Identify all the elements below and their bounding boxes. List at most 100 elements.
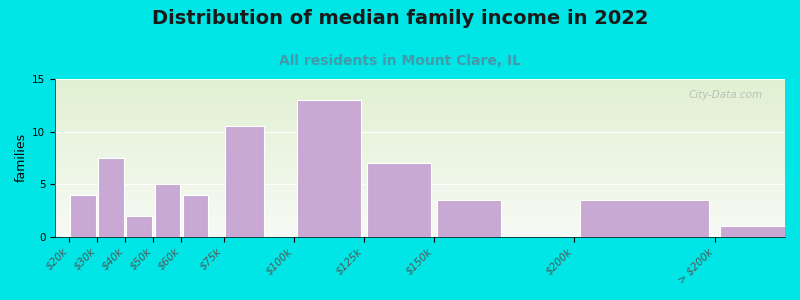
Bar bbox=[55, 216, 785, 218]
Bar bbox=[55, 118, 785, 120]
Bar bbox=[55, 188, 785, 189]
Bar bbox=[55, 158, 785, 159]
Bar bbox=[55, 200, 785, 202]
Bar bbox=[55, 169, 785, 170]
Bar bbox=[55, 150, 785, 152]
Bar bbox=[55, 212, 785, 213]
Bar bbox=[55, 137, 785, 139]
Bar bbox=[55, 230, 785, 232]
Text: All residents in Mount Clare, IL: All residents in Mount Clare, IL bbox=[279, 54, 521, 68]
Bar bbox=[55, 136, 785, 137]
Bar bbox=[55, 186, 785, 188]
Bar bbox=[55, 125, 785, 126]
Bar bbox=[55, 189, 785, 191]
Bar bbox=[55, 234, 785, 235]
Bar bbox=[55, 84, 785, 85]
Bar bbox=[55, 122, 785, 123]
Bar bbox=[55, 208, 785, 210]
Bar bbox=[55, 155, 785, 156]
Bar bbox=[55, 194, 785, 196]
Bar bbox=[55, 110, 785, 112]
Bar bbox=[55, 161, 785, 163]
Bar bbox=[55, 87, 785, 88]
Bar bbox=[55, 204, 785, 205]
Bar bbox=[55, 213, 785, 215]
Bar bbox=[55, 104, 785, 106]
Bar bbox=[55, 215, 785, 216]
Y-axis label: families: families bbox=[15, 133, 28, 182]
Bar bbox=[55, 96, 785, 98]
Bar bbox=[55, 182, 785, 183]
Bar bbox=[55, 128, 785, 130]
Bar bbox=[366, 163, 431, 237]
Bar bbox=[55, 227, 785, 229]
Bar bbox=[55, 167, 785, 169]
Bar bbox=[55, 202, 785, 204]
Bar bbox=[55, 235, 785, 237]
Bar bbox=[55, 178, 785, 180]
Bar bbox=[55, 183, 785, 185]
Bar bbox=[70, 195, 96, 237]
Bar bbox=[55, 109, 785, 110]
Bar bbox=[55, 142, 785, 144]
Bar bbox=[55, 226, 785, 227]
Bar bbox=[55, 120, 785, 122]
Bar bbox=[55, 133, 785, 134]
Bar bbox=[55, 134, 785, 136]
Bar bbox=[55, 115, 785, 117]
Bar bbox=[55, 98, 785, 100]
Bar bbox=[55, 145, 785, 147]
Bar bbox=[55, 114, 785, 115]
Bar bbox=[55, 221, 785, 223]
Bar bbox=[55, 219, 785, 221]
Bar bbox=[55, 163, 785, 164]
Bar bbox=[55, 88, 785, 90]
Bar bbox=[55, 95, 785, 96]
Bar bbox=[55, 205, 785, 207]
Bar bbox=[55, 106, 785, 107]
Bar bbox=[55, 175, 785, 177]
Bar bbox=[55, 112, 785, 114]
Bar bbox=[55, 174, 785, 175]
Bar bbox=[55, 170, 785, 172]
Bar bbox=[55, 210, 785, 212]
Bar bbox=[55, 147, 785, 148]
Bar bbox=[55, 232, 785, 234]
Bar bbox=[55, 164, 785, 166]
Bar bbox=[55, 177, 785, 178]
Bar bbox=[55, 229, 785, 230]
Bar bbox=[55, 85, 785, 87]
Bar bbox=[55, 140, 785, 142]
Bar bbox=[55, 93, 785, 95]
Bar bbox=[55, 81, 785, 82]
Bar bbox=[55, 100, 785, 101]
Bar bbox=[55, 196, 785, 197]
Bar bbox=[55, 92, 785, 93]
Bar bbox=[55, 156, 785, 158]
Bar bbox=[55, 117, 785, 118]
Bar bbox=[55, 103, 785, 104]
Bar bbox=[55, 79, 785, 81]
Bar bbox=[182, 195, 209, 237]
Bar bbox=[55, 193, 785, 194]
Bar bbox=[226, 126, 264, 237]
Bar bbox=[721, 226, 800, 237]
Bar bbox=[55, 101, 785, 103]
Bar bbox=[55, 185, 785, 186]
Bar bbox=[55, 139, 785, 140]
Bar bbox=[55, 197, 785, 199]
Bar bbox=[55, 131, 785, 133]
Bar bbox=[55, 207, 785, 208]
Bar bbox=[55, 159, 785, 161]
Text: City-Data.com: City-Data.com bbox=[689, 90, 763, 100]
Bar bbox=[55, 218, 785, 219]
Bar bbox=[55, 148, 785, 150]
Bar bbox=[55, 144, 785, 145]
Bar bbox=[580, 200, 710, 237]
Bar bbox=[55, 224, 785, 226]
Bar bbox=[55, 82, 785, 84]
Bar bbox=[55, 172, 785, 174]
Bar bbox=[55, 199, 785, 200]
Bar bbox=[297, 100, 361, 237]
Bar bbox=[55, 166, 785, 167]
